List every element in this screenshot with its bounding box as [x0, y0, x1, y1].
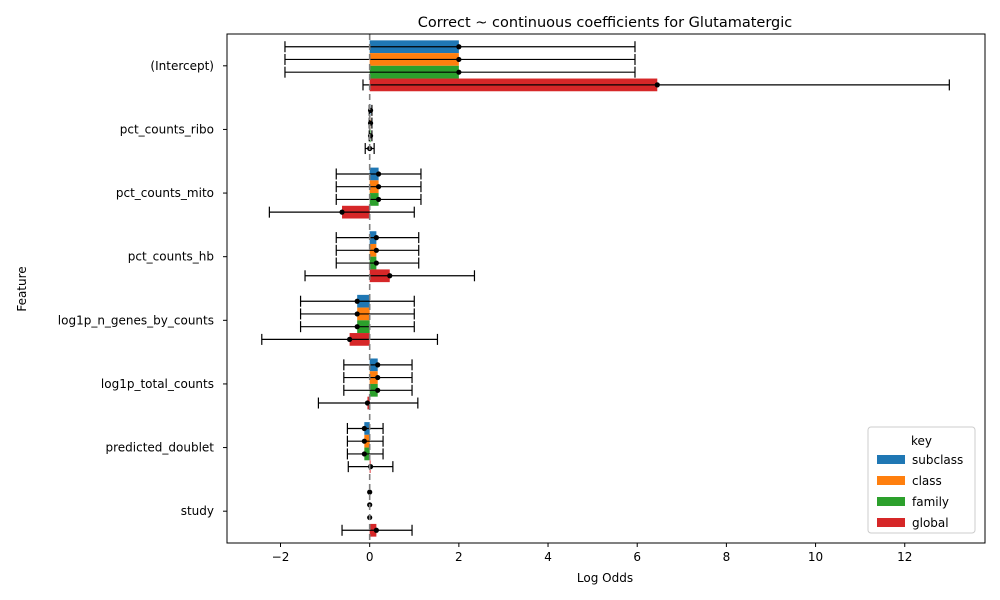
legend-swatch-class [877, 476, 905, 485]
x-tick-label-1: 0 [366, 550, 374, 564]
point-subclass-3 [373, 235, 379, 241]
point-global-7 [373, 527, 379, 533]
legend-title: key [911, 434, 932, 448]
x-tick-label-2: 2 [455, 550, 463, 564]
legend-box [867, 426, 976, 534]
legend-label-global: global [912, 516, 949, 530]
point-global-6 [367, 464, 374, 470]
axes-frame [226, 33, 986, 544]
point-subclass-7 [367, 489, 373, 495]
point-class-5 [375, 374, 381, 381]
y-tick-label-7: study [181, 504, 214, 518]
point-global-3 [387, 273, 393, 279]
point-class-1 [367, 120, 374, 126]
y-tick-label-0: (Intercept) [150, 59, 214, 73]
point-class-6 [361, 438, 367, 444]
point-family-5 [375, 387, 381, 393]
point-family-1 [367, 133, 374, 139]
point-global-5 [364, 400, 371, 406]
legend-swatch-subclass [877, 455, 905, 464]
legend-label-family: family [912, 495, 949, 509]
chart-title: Correct ~ continuous coefficients for Gl… [418, 15, 793, 31]
point-class-3 [373, 247, 379, 253]
x-axis-title: Log Odds [577, 571, 633, 585]
x-tick-label-7: 12 [897, 550, 912, 564]
point-global-2 [339, 209, 345, 215]
point-subclass-2 [376, 171, 382, 177]
point-family-6 [361, 451, 367, 457]
point-family-2 [376, 196, 382, 203]
x-tick-label-4: 6 [633, 550, 641, 564]
point-global-0 [654, 82, 660, 88]
plot-area: −2 0 2 4 6 8 10 12 (Intercept) pct_counts_ribopct… [58, 33, 986, 564]
y-tick-label-5: log1p_total_counts [101, 377, 214, 391]
y-tick-label-1: pct_counts_ribo [120, 122, 214, 136]
point-subclass-6 [361, 425, 367, 432]
y-tick-label-4: log1p_n_genes_by_counts [58, 313, 214, 327]
point-family-4 [354, 324, 360, 330]
point-global-4 [347, 336, 353, 342]
x-tick-label-3: 4 [544, 550, 552, 564]
legend-swatch-family [877, 497, 905, 506]
y-tick-label-6: predicted_doublet [105, 441, 214, 455]
y-tick-label-2: pct_counts_mito [116, 186, 214, 200]
point-subclass-5 [375, 362, 381, 368]
legend-swatch-global [877, 518, 905, 527]
x-tick-label-0: −2 [272, 550, 290, 564]
legend-label-class: class [912, 474, 942, 488]
legend: key subclass class family global [867, 426, 976, 534]
point-subclass-0 [456, 44, 462, 50]
y-tick-label-3: pct_counts_hb [128, 250, 214, 264]
x-tick-label-6: 10 [808, 550, 823, 564]
point-family-0 [456, 69, 462, 75]
point-subclass-4 [354, 298, 360, 304]
legend-label-subclass: subclass [912, 453, 963, 467]
point-class-0 [456, 56, 462, 63]
point-class-2 [376, 184, 382, 190]
x-tick-label-5: 8 [723, 550, 731, 564]
point-class-4 [354, 311, 360, 317]
point-subclass-1 [367, 107, 374, 113]
point-family-3 [373, 260, 379, 266]
y-axis-title: Feature [15, 266, 29, 311]
